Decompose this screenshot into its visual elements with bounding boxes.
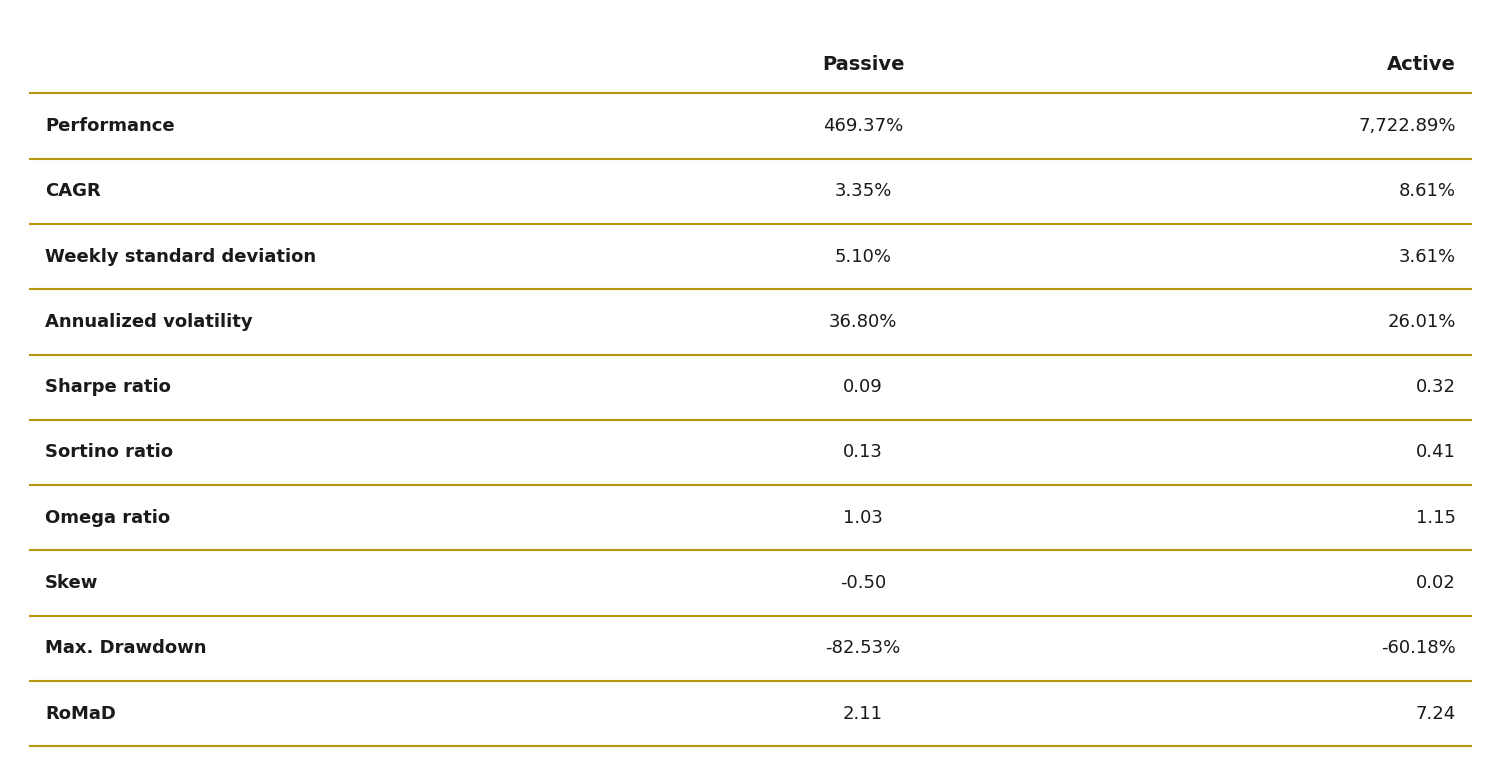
Text: Skew: Skew [45,574,99,592]
Text: 1.03: 1.03 [844,509,883,527]
Text: Annualized volatility: Annualized volatility [45,313,252,331]
Text: 7,722.89%: 7,722.89% [1358,117,1456,135]
Text: Sortino ratio: Sortino ratio [45,443,173,461]
Text: -60.18%: -60.18% [1381,640,1456,657]
Text: 2.11: 2.11 [844,705,883,723]
Text: 0.41: 0.41 [1415,443,1456,461]
Text: 0.09: 0.09 [844,378,883,397]
Text: 3.35%: 3.35% [835,182,892,200]
Text: 0.32: 0.32 [1415,378,1456,397]
Text: Performance: Performance [45,117,174,135]
Text: 469.37%: 469.37% [823,117,904,135]
Text: 1.15: 1.15 [1415,509,1456,527]
Text: 7.24: 7.24 [1415,705,1456,723]
Text: -0.50: -0.50 [841,574,886,592]
Text: Omega ratio: Omega ratio [45,509,170,527]
Text: RoMaD: RoMaD [45,705,116,723]
Text: 26.01%: 26.01% [1387,313,1456,331]
Text: 0.13: 0.13 [844,443,883,461]
Text: 36.80%: 36.80% [829,313,898,331]
Text: 8.61%: 8.61% [1399,182,1456,200]
Text: Weekly standard deviation: Weekly standard deviation [45,248,317,266]
Text: Max. Drawdown: Max. Drawdown [45,640,207,657]
Text: 0.02: 0.02 [1417,574,1456,592]
Text: Passive: Passive [823,55,904,74]
Text: CAGR: CAGR [45,182,101,200]
Text: -82.53%: -82.53% [826,640,901,657]
Text: 5.10%: 5.10% [835,248,892,266]
Text: 3.61%: 3.61% [1399,248,1456,266]
Text: Sharpe ratio: Sharpe ratio [45,378,171,397]
Text: Active: Active [1387,55,1456,74]
